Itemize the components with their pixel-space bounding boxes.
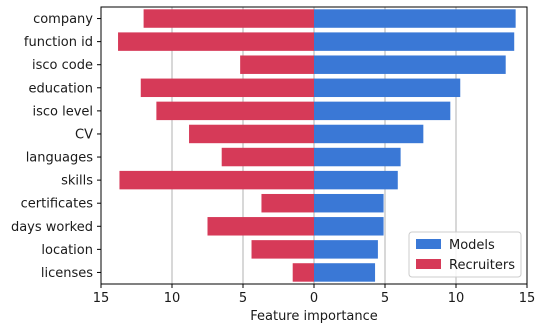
bar-recruiters: [221, 147, 314, 167]
bar-models: [314, 193, 384, 213]
bar-models: [314, 9, 516, 28]
legend: Models Recruiters: [408, 231, 522, 278]
y-axis: company function id isco code education isco…: [11, 12, 101, 281]
y-tick-label: licenses: [41, 266, 93, 281]
bar-models: [314, 240, 378, 259]
x-tick-label: 15: [93, 291, 110, 306]
bars: [118, 9, 516, 282]
y-tick-label: isco level: [32, 104, 93, 119]
y-tick-label: function id: [24, 35, 93, 50]
bar-recruiters: [251, 240, 314, 259]
bar-recruiters: [118, 32, 314, 51]
bar-recruiters: [156, 101, 314, 121]
y-tick-label: location: [41, 243, 93, 258]
bar-recruiters: [207, 217, 314, 236]
bar-models: [314, 78, 461, 98]
bar-models: [314, 101, 451, 121]
bar-models: [314, 217, 384, 236]
legend-swatch-recruiters: [416, 259, 441, 269]
y-tick-label: education: [28, 81, 93, 96]
y-tick-label: certificates: [21, 197, 94, 212]
bar-models: [314, 124, 424, 144]
y-tick-label: skills: [61, 174, 93, 189]
bar-recruiters: [240, 55, 314, 74]
bar-models: [314, 170, 398, 190]
y-tick-label: days worked: [11, 220, 93, 235]
x-tick-label: 10: [164, 291, 181, 306]
bar-recruiters: [140, 78, 314, 98]
bar-recruiters: [261, 193, 314, 213]
legend-label-recruiters: Recruiters: [449, 258, 515, 273]
bar-recruiters: [143, 9, 314, 28]
legend-label-models: Models: [449, 238, 495, 253]
bar-recruiters: [292, 263, 314, 282]
bar-recruiters: [119, 170, 315, 190]
bar-models: [314, 32, 515, 51]
bar-recruiters: [189, 124, 314, 144]
x-tick-label: 15: [519, 291, 536, 306]
x-tick-label: 10: [448, 291, 465, 306]
grid-lines: [171, 7, 457, 284]
x-tick-label: 5: [239, 291, 247, 306]
y-tick-label: languages: [26, 151, 94, 166]
y-tick-label: CV: [75, 127, 93, 142]
legend-swatch-models: [416, 239, 441, 249]
bar-models: [314, 263, 376, 282]
x-tick-label: 5: [381, 291, 389, 306]
y-tick-label: isco code: [32, 58, 93, 73]
x-axis: 15 10 5 0 5 10 15: [93, 284, 536, 306]
y-tick-label: company: [33, 12, 93, 27]
bar-models: [314, 55, 506, 74]
x-tick-label: 0: [310, 291, 318, 306]
bar-models: [314, 147, 401, 167]
x-axis-label: Feature importance: [250, 309, 378, 324]
